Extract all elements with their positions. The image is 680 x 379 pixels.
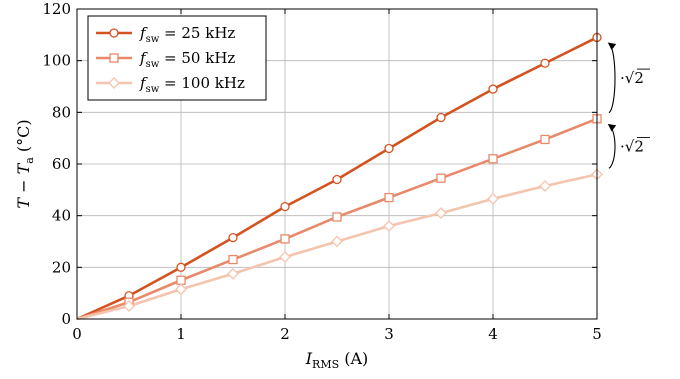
data-point	[435, 207, 447, 220]
scaling-arrow	[607, 42, 617, 114]
data-point	[176, 262, 186, 272]
legend-swatch-marker	[108, 77, 120, 89]
y-tick-label: 20	[52, 258, 71, 276]
data-point	[487, 192, 499, 205]
data-point	[123, 300, 135, 313]
data-point	[540, 134, 550, 145]
legend-entry-label: fsw = 50 kHz	[139, 49, 235, 70]
data-point	[228, 254, 238, 265]
data-point	[175, 283, 187, 296]
data-point	[279, 251, 291, 263]
data-point	[280, 201, 290, 212]
data-point	[488, 154, 498, 164]
y-tick-label: 80	[52, 103, 71, 121]
x-tick-label: 2	[280, 325, 290, 343]
x-tick-label: 4	[488, 325, 498, 343]
x-axis-label: IRMS (A)	[305, 349, 369, 371]
data-point	[332, 212, 342, 222]
data-point	[540, 58, 550, 68]
data-point	[488, 84, 498, 94]
legend-swatch-marker	[109, 53, 119, 63]
legend-entry-label: fsw = 100 kHz	[139, 74, 245, 95]
scaling-annotation: ·√2	[620, 138, 644, 156]
y-axis-label: T − Ta (°C)	[14, 119, 36, 208]
x-tick-label: 3	[384, 325, 394, 343]
data-point	[331, 235, 343, 248]
x-tick-label: 5	[592, 325, 602, 343]
data-point	[436, 173, 446, 183]
data-point	[384, 143, 394, 154]
data-point	[227, 267, 239, 280]
data-point	[539, 180, 551, 192]
legend-swatch-marker	[109, 28, 119, 38]
data-point	[228, 232, 238, 243]
scaling-annotation: ·√2	[620, 69, 644, 87]
scaling-arrow	[607, 123, 617, 169]
data-point	[384, 192, 394, 203]
y-tick-label: 40	[52, 207, 71, 225]
x-tick-label: 0	[72, 325, 82, 343]
y-tick-label: 100	[42, 52, 71, 70]
data-point	[280, 234, 290, 244]
data-point	[332, 174, 342, 185]
y-tick-label: 60	[52, 155, 71, 173]
y-tick-label: 0	[61, 310, 71, 328]
data-point	[436, 112, 446, 123]
data-point	[176, 275, 186, 285]
x-tick-label: 1	[176, 325, 186, 343]
legend-entry-label: fsw = 25 kHz	[139, 24, 235, 45]
data-point	[383, 220, 395, 232]
y-tick-label: 120	[42, 0, 71, 18]
